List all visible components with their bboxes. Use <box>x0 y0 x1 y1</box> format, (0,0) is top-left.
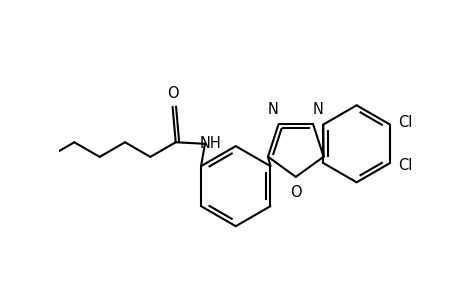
Text: Cl: Cl <box>397 158 411 173</box>
Text: Cl: Cl <box>397 115 411 130</box>
Text: O: O <box>289 184 301 200</box>
Text: N: N <box>312 102 323 117</box>
Text: N: N <box>267 102 278 117</box>
Text: NH: NH <box>199 136 221 151</box>
Text: O: O <box>167 86 179 101</box>
